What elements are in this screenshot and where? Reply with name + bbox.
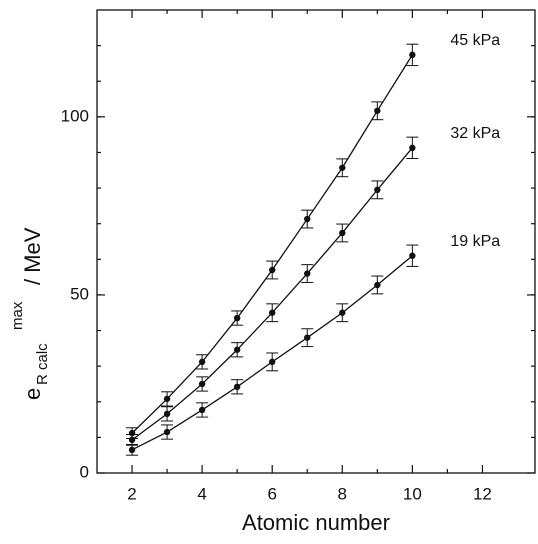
y-axis-label-unit: / MeV (20, 227, 45, 285)
y-tick-label: 100 (61, 106, 89, 125)
data-point (339, 164, 346, 171)
data-point (163, 428, 171, 436)
y-axis-label-sup: max (9, 301, 26, 330)
x-tick-label: 10 (403, 484, 422, 503)
y-axis-label-main: e (20, 388, 45, 400)
data-point (304, 334, 311, 341)
data-point (233, 346, 241, 353)
data-point (269, 309, 276, 316)
data-point (304, 270, 311, 277)
series-line (131, 54, 413, 434)
data-point (374, 107, 381, 114)
y-axis-label-group: e R calc max / MeV (9, 227, 51, 400)
data-point (233, 314, 241, 322)
data-point (374, 186, 381, 194)
x-tick-label: 12 (473, 484, 492, 503)
series-label: 19 kPa (450, 233, 500, 250)
data-point (128, 436, 136, 444)
data-point (269, 266, 276, 274)
data-point (409, 252, 416, 259)
data-point (409, 144, 416, 152)
x-axis-label: Atomic number (242, 510, 390, 535)
y-tick-label: 50 (70, 284, 89, 303)
data-point (198, 406, 206, 414)
data-point (198, 358, 206, 366)
x-tick-label: 4 (197, 484, 206, 503)
data-point (339, 229, 346, 237)
data-point (304, 215, 311, 223)
x-tick-label: 6 (267, 484, 276, 503)
data-point (233, 383, 241, 391)
data-point (163, 410, 171, 418)
data-point (198, 380, 206, 388)
x-tick-label: 8 (338, 484, 347, 503)
y-axis-label-sub: R calc (34, 343, 51, 385)
series-label: 32 kPa (450, 125, 500, 142)
data-point (374, 281, 381, 289)
data-point (409, 51, 416, 59)
data-point (339, 309, 346, 316)
data-point (163, 395, 171, 403)
series-label: 45 kPa (450, 32, 500, 49)
x-tick-label: 2 (127, 484, 136, 503)
series-line (131, 147, 413, 441)
data-point (269, 358, 276, 366)
plot-frame (96, 9, 536, 474)
data-point (128, 446, 136, 454)
y-tick-label: 0 (80, 462, 89, 481)
